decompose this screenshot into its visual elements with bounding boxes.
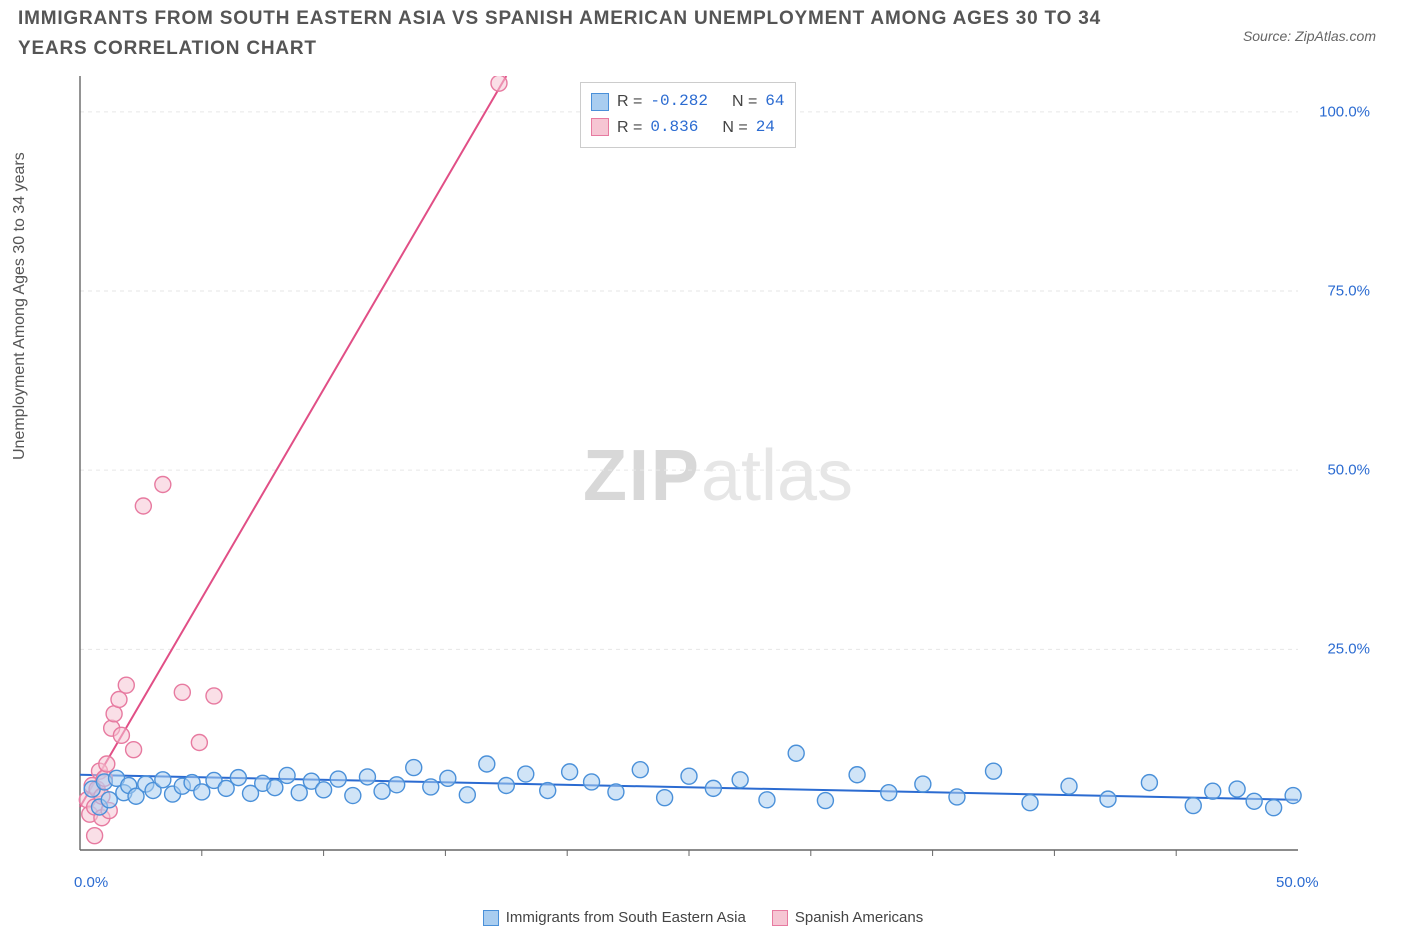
legend-label-a: Immigrants from South Eastern Asia <box>506 909 746 926</box>
y-tick-50: 50.0% <box>1327 462 1370 479</box>
stats-box: R = -0.282 N = 64 R = 0.836 N = 24 <box>580 82 796 148</box>
y-tick-100: 100.0% <box>1319 103 1370 120</box>
scatter-plot-svg <box>68 76 1368 880</box>
chart-area: ZIPatlas R = -0.282 N = 64 R = 0.836 N =… <box>68 76 1368 876</box>
stats-swatch-b <box>591 118 609 136</box>
stats-n-value-a: 64 <box>765 89 784 115</box>
stats-r-label-a: R = <box>617 89 642 115</box>
legend-swatch-b <box>772 910 788 926</box>
stats-r-value-a: -0.282 <box>650 89 708 115</box>
stats-row-series-b: R = 0.836 N = 24 <box>591 115 785 141</box>
legend: Immigrants from South Eastern Asia Spani… <box>0 909 1406 926</box>
y-tick-75: 75.0% <box>1327 283 1370 300</box>
stats-n-label-b: N = <box>722 115 747 141</box>
stats-n-label-a: N = <box>732 89 757 115</box>
x-end-label: 50.0% <box>1276 874 1319 891</box>
chart-title: IMMIGRANTS FROM SOUTH EASTERN ASIA VS SP… <box>18 4 1138 65</box>
stats-r-value-b: 0.836 <box>650 115 698 141</box>
x-origin-label: 0.0% <box>74 874 108 891</box>
stats-n-value-b: 24 <box>756 115 775 141</box>
stats-r-label-b: R = <box>617 115 642 141</box>
y-axis-label: Unemployment Among Ages 30 to 34 years <box>11 152 29 460</box>
legend-label-b: Spanish Americans <box>795 909 923 926</box>
source-label: Source: ZipAtlas.com <box>1243 28 1376 44</box>
chart-container: IMMIGRANTS FROM SOUTH EASTERN ASIA VS SP… <box>0 0 1406 930</box>
legend-item-series-a: Immigrants from South Eastern Asia <box>483 909 746 926</box>
legend-swatch-a <box>483 910 499 926</box>
stats-row-series-a: R = -0.282 N = 64 <box>591 89 785 115</box>
legend-item-series-b: Spanish Americans <box>772 909 923 926</box>
stats-swatch-a <box>591 93 609 111</box>
y-tick-25: 25.0% <box>1327 641 1370 658</box>
